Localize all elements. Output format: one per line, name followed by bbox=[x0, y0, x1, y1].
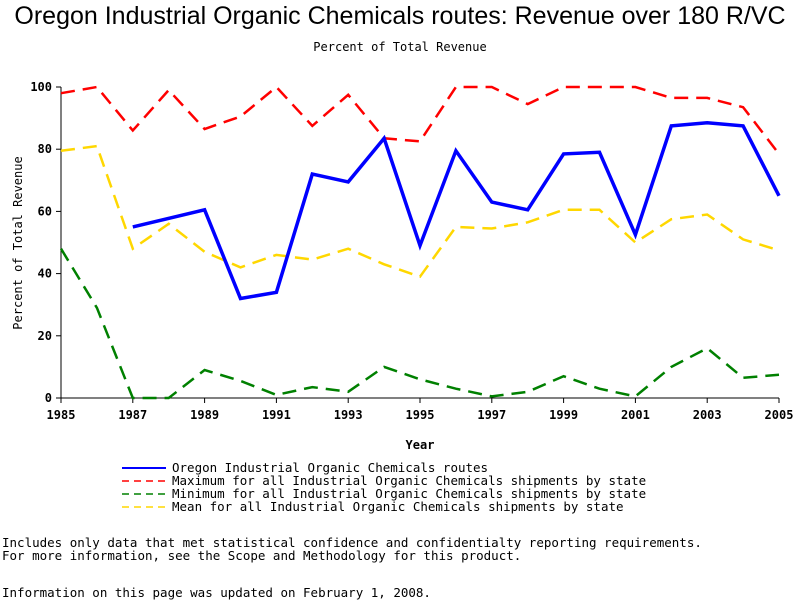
y-tick-label: 100 bbox=[30, 80, 52, 94]
x-tick-label: 2005 bbox=[765, 408, 794, 422]
y-tick-label: 0 bbox=[45, 391, 52, 405]
legend-item: Minimum for all Industrial Organic Chemi… bbox=[122, 486, 647, 501]
footnote-updated: Information on this page was updated on … bbox=[2, 585, 431, 600]
y-tick-label: 20 bbox=[38, 329, 52, 343]
legend-swatch bbox=[122, 466, 166, 469]
y-axis-label: Percent of Total Revenue bbox=[11, 156, 25, 329]
legend-swatch bbox=[122, 479, 166, 482]
x-tick-label: 2001 bbox=[621, 408, 650, 422]
legend-label: Mean for all Industrial Organic Chemical… bbox=[172, 499, 624, 514]
x-tick-label: 1993 bbox=[334, 408, 363, 422]
series-line-2 bbox=[59, 248, 780, 400]
series-layer bbox=[59, 85, 781, 400]
x-tick-label: 1995 bbox=[406, 408, 435, 422]
y-tick-label: 80 bbox=[38, 142, 52, 156]
chart-subtitle: Percent of Total Revenue bbox=[313, 40, 487, 54]
chart-axes: 0 20 40 60 80 100 1985 1987 1989 1991 1993 1995 1997… bbox=[30, 80, 793, 422]
legend-item: Oregon Industrial Organic Chemicals rout… bbox=[122, 460, 646, 475]
series-line-1 bbox=[60, 85, 780, 155]
legend-label: Maximum for all Industrial Organic Chemi… bbox=[172, 473, 647, 488]
chart-legend: Oregon Industrial Organic Chemicals rout… bbox=[122, 460, 647, 514]
chart-title: Oregon Industrial Organic Chemicals rout… bbox=[14, 2, 786, 30]
series-line-3 bbox=[60, 144, 780, 279]
x-tick-label: 1989 bbox=[190, 408, 219, 422]
x-tick-label: 1999 bbox=[549, 408, 578, 422]
series-line-0 bbox=[132, 121, 781, 301]
x-tick-label: 2003 bbox=[693, 408, 722, 422]
x-tick-label: 1987 bbox=[118, 408, 147, 422]
y-tick-label: 60 bbox=[38, 204, 52, 218]
legend-item: Maximum for all Industrial Organic Chemi… bbox=[122, 473, 647, 488]
legend-item: Mean for all Industrial Organic Chemical… bbox=[122, 499, 646, 514]
x-tick-label: 1985 bbox=[47, 408, 76, 422]
legend-label: Oregon Industrial Organic Chemicals rout… bbox=[172, 460, 489, 475]
x-tick-label: 1991 bbox=[262, 408, 291, 422]
y-tick-label: 40 bbox=[38, 267, 52, 281]
x-axis-label: Year bbox=[406, 438, 435, 452]
line-chart: 0 20 40 60 80 100 1985 1987 1989 1991 1993 1995 1997… bbox=[11, 80, 793, 452]
legend-label: Minimum for all Industrial Organic Chemi… bbox=[172, 486, 647, 501]
footnote-confidence: Includes only data that met statistical … bbox=[2, 535, 702, 550]
legend-swatch bbox=[122, 505, 166, 508]
legend-swatch bbox=[122, 492, 166, 495]
footnote-methodology: For more information, see the Scope and … bbox=[2, 548, 522, 563]
x-tick-label: 1997 bbox=[477, 408, 506, 422]
